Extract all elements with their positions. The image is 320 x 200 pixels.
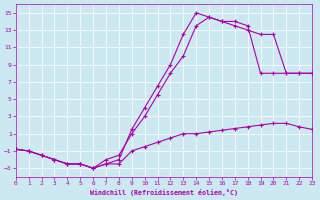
- X-axis label: Windchill (Refroidissement éolien,°C): Windchill (Refroidissement éolien,°C): [90, 189, 238, 196]
